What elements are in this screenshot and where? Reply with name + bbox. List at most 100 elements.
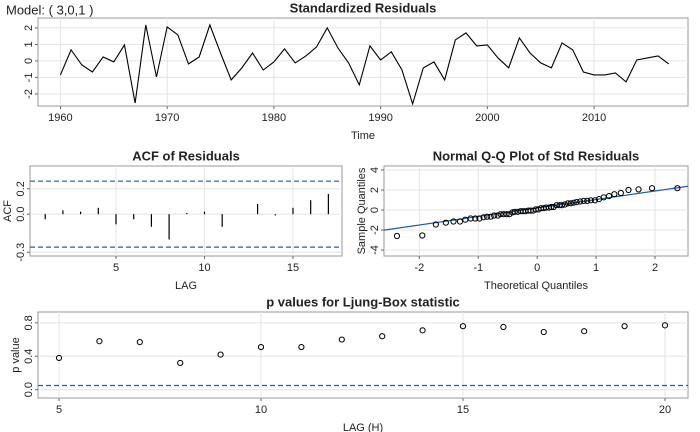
- point: [480, 214, 487, 221]
- point: [338, 336, 345, 343]
- point: [419, 232, 426, 239]
- x-tick-label: 5: [56, 404, 62, 416]
- point: [459, 323, 467, 330]
- x-tick-label: 1960: [48, 112, 72, 124]
- point: [577, 198, 584, 205]
- y-tick-label: -4: [369, 245, 381, 255]
- y-tick-label: 2: [369, 187, 381, 193]
- point: [540, 328, 547, 336]
- point: [661, 322, 669, 329]
- x-tick-label: 0: [534, 262, 540, 274]
- point: [567, 200, 574, 207]
- panel: [29, 165, 343, 257]
- x-tick-label: -1: [473, 262, 483, 274]
- point: [558, 202, 566, 209]
- x-tick-label: 2010: [582, 112, 606, 124]
- x-axis-label: LAG: [175, 280, 197, 292]
- point: [584, 197, 591, 204]
- point: [96, 338, 103, 345]
- point: [587, 197, 594, 204]
- x-tick-label: 1990: [368, 112, 392, 124]
- x-axis-label: Time: [351, 130, 375, 142]
- y-tick-label: 0.0: [23, 382, 35, 397]
- x-tick-label: 5: [113, 262, 119, 274]
- y-tick-label: -2: [369, 225, 381, 235]
- point: [491, 212, 498, 219]
- point: [674, 185, 681, 192]
- point: [511, 208, 518, 215]
- x-tick-label: 10: [255, 404, 267, 416]
- series-line: [59, 23, 670, 106]
- point: [393, 232, 401, 240]
- point: [625, 186, 632, 194]
- point: [548, 203, 555, 211]
- x-tick-label: 20: [659, 404, 671, 416]
- point: [500, 211, 507, 218]
- panel: [37, 311, 689, 399]
- point: [419, 327, 426, 334]
- point: [476, 215, 483, 222]
- y-axis-label: ACF: [2, 200, 14, 222]
- chart-title: p values for Ljung-Box statistic: [266, 294, 460, 309]
- panel: [37, 17, 689, 107]
- x-axis-label: LAG (H): [343, 422, 383, 432]
- y-tick-label: -1: [23, 73, 35, 83]
- point: [484, 213, 491, 220]
- x-tick-label: 15: [287, 262, 299, 274]
- y-tick-label: 0: [23, 58, 35, 64]
- point: [617, 189, 624, 197]
- point: [605, 193, 613, 200]
- y-tick-label: 0.0: [15, 207, 27, 222]
- y-axis-label: p value: [10, 337, 22, 372]
- point: [55, 354, 63, 362]
- x-tick-label: 2: [652, 262, 658, 274]
- x-tick-label: 2000: [475, 112, 499, 124]
- y-axis-label: Sample Quantiles: [356, 167, 368, 254]
- y-tick-label: -0.3: [15, 243, 27, 262]
- y-tick-label: 0: [369, 207, 381, 213]
- y-tick-label: 0.8: [23, 315, 35, 330]
- y-tick-label: 2: [23, 25, 35, 31]
- model-label: Model: ( 3,0,1 ): [6, 2, 93, 17]
- point: [591, 197, 599, 204]
- x-tick-label: 15: [457, 404, 469, 416]
- chart-title: Normal Q-Q Plot of Std Residuals: [433, 148, 640, 163]
- y-tick-label: 0.2: [15, 181, 27, 196]
- point: [298, 343, 305, 351]
- chart-title: Standardized Residuals: [290, 0, 437, 15]
- point: [611, 191, 618, 198]
- point: [379, 333, 386, 340]
- y-tick-label: 1: [23, 41, 35, 47]
- point: [487, 213, 494, 220]
- point: [442, 219, 449, 226]
- point: [648, 185, 656, 192]
- x-tick-label: 10: [198, 262, 210, 274]
- point: [494, 212, 501, 219]
- y-tick-label: 4: [369, 167, 381, 173]
- point: [472, 215, 479, 222]
- point: [581, 328, 588, 335]
- x-tick-label: 1970: [155, 112, 179, 124]
- point: [570, 199, 577, 206]
- point: [497, 211, 504, 218]
- point: [432, 221, 439, 228]
- point: [561, 201, 568, 208]
- chart-title: ACF of Residuals: [132, 148, 240, 163]
- point: [450, 218, 457, 225]
- y-tick-label: 0.4: [23, 349, 35, 364]
- x-axis-label: Theoretical Quantiles: [484, 280, 588, 292]
- point: [564, 200, 571, 207]
- point: [580, 197, 587, 204]
- point: [635, 186, 642, 193]
- point: [217, 351, 224, 358]
- y-tick-label: -2: [23, 89, 35, 99]
- point: [456, 218, 464, 225]
- point: [136, 338, 143, 346]
- x-tick-label: -2: [414, 262, 424, 274]
- point: [621, 323, 628, 330]
- point: [503, 211, 510, 218]
- point: [573, 199, 580, 206]
- point: [257, 343, 265, 351]
- x-tick-label: 1: [593, 262, 599, 274]
